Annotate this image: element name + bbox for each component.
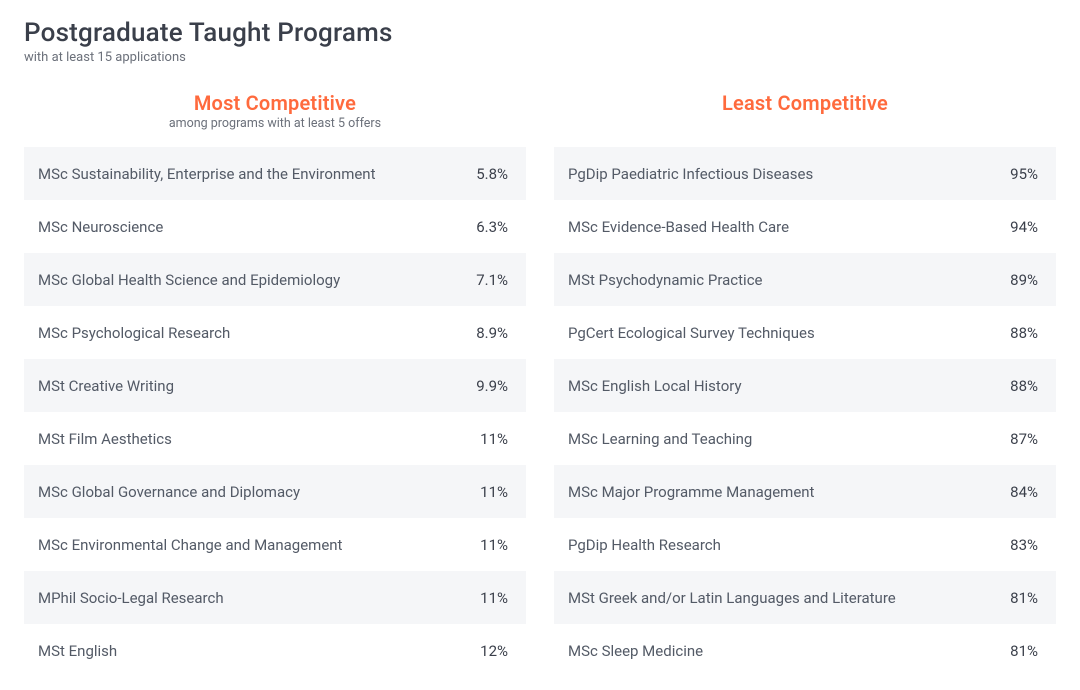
most-column-header: Most Competitive among programs with at … [24, 91, 526, 135]
page-subtitle: with at least 15 applications [24, 50, 1056, 65]
program-name: MPhil Socio-Legal Research [38, 589, 234, 607]
program-value: 89% [1010, 271, 1038, 289]
program-value: 12% [480, 642, 508, 660]
program-value: 81% [1010, 589, 1038, 607]
least-row: PgCert Ecological Survey Techniques 88% [554, 306, 1056, 359]
least-row: PgDip Health Research 83% [554, 518, 1056, 571]
program-name: MSt Creative Writing [38, 377, 184, 395]
program-value: 95% [1010, 165, 1038, 183]
most-list: MSc Sustainability, Enterprise and the E… [24, 147, 526, 677]
program-value: 84% [1010, 483, 1038, 501]
least-row: MSc English Local History 88% [554, 359, 1056, 412]
program-name: MSc Sustainability, Enterprise and the E… [38, 165, 386, 183]
least-row: MSt Greek and/or Latin Languages and Lit… [554, 571, 1056, 624]
least-row: MSc Major Programme Management 84% [554, 465, 1056, 518]
program-value: 11% [480, 589, 508, 607]
least-column-title: Least Competitive [554, 91, 1056, 115]
program-value: 81% [1010, 642, 1038, 660]
page-title: Postgraduate Taught Programs [24, 18, 1056, 48]
program-value: 11% [480, 483, 508, 501]
program-name: MSt Greek and/or Latin Languages and Lit… [568, 589, 906, 607]
most-row: MSc Neuroscience 6.3% [24, 200, 526, 253]
program-name: MSc Global Health Science and Epidemiolo… [38, 271, 350, 289]
program-name: MSc Environmental Change and Management [38, 536, 352, 554]
program-value: 7.1% [476, 271, 508, 289]
program-name: MSc Psychological Research [38, 324, 240, 342]
least-row: PgDip Paediatric Infectious Diseases 95% [554, 147, 1056, 200]
most-row: MSt Film Aesthetics 11% [24, 412, 526, 465]
most-row: MSc Psychological Research 8.9% [24, 306, 526, 359]
least-column-header: Least Competitive [554, 91, 1056, 135]
program-value: 87% [1010, 430, 1038, 448]
program-name: MSt Film Aesthetics [38, 430, 182, 448]
program-name: MSt Psychodynamic Practice [568, 271, 773, 289]
least-competitive-column: Least Competitive PgDip Paediatric Infec… [554, 91, 1056, 677]
program-name: PgDip Paediatric Infectious Diseases [568, 165, 823, 183]
program-name: MSc Neuroscience [38, 218, 173, 236]
most-competitive-column: Most Competitive among programs with at … [24, 91, 526, 677]
least-row: MSc Evidence-Based Health Care 94% [554, 200, 1056, 253]
most-row: MSt Creative Writing 9.9% [24, 359, 526, 412]
program-name: MSc Evidence-Based Health Care [568, 218, 799, 236]
most-column-title: Most Competitive [24, 91, 526, 115]
program-value: 88% [1010, 324, 1038, 342]
program-name: MSc Learning and Teaching [568, 430, 762, 448]
program-value: 11% [480, 430, 508, 448]
most-row: MPhil Socio-Legal Research 11% [24, 571, 526, 624]
program-name: MSt English [38, 642, 127, 660]
program-value: 6.3% [476, 218, 508, 236]
program-name: MSc English Local History [568, 377, 752, 395]
most-column-subtitle: among programs with at least 5 offers [24, 116, 526, 131]
program-value: 11% [480, 536, 508, 554]
most-row: MSc Environmental Change and Management 1… [24, 518, 526, 571]
program-name: PgDip Health Research [568, 536, 731, 554]
program-name: MSc Global Governance and Diplomacy [38, 483, 310, 501]
program-name: MSc Sleep Medicine [568, 642, 713, 660]
columns-wrapper: Most Competitive among programs with at … [24, 91, 1056, 677]
least-list: PgDip Paediatric Infectious Diseases 95% M… [554, 147, 1056, 677]
most-row: MSc Global Governance and Diplomacy 11% [24, 465, 526, 518]
least-row: MSt Psychodynamic Practice 89% [554, 253, 1056, 306]
least-row: MSc Learning and Teaching 87% [554, 412, 1056, 465]
program-value: 94% [1010, 218, 1038, 236]
program-value: 88% [1010, 377, 1038, 395]
program-value: 8.9% [476, 324, 508, 342]
least-row: MSc Sleep Medicine 81% [554, 624, 1056, 677]
program-value: 9.9% [476, 377, 508, 395]
program-value: 5.8% [476, 165, 508, 183]
most-row: MSc Sustainability, Enterprise and the E… [24, 147, 526, 200]
program-name: MSc Major Programme Management [568, 483, 824, 501]
program-value: 83% [1010, 536, 1038, 554]
most-row: MSc Global Health Science and Epidemiolo… [24, 253, 526, 306]
page-header: Postgraduate Taught Programs with at lea… [24, 18, 1056, 65]
most-row: MSt English 12% [24, 624, 526, 677]
program-name: PgCert Ecological Survey Techniques [568, 324, 825, 342]
